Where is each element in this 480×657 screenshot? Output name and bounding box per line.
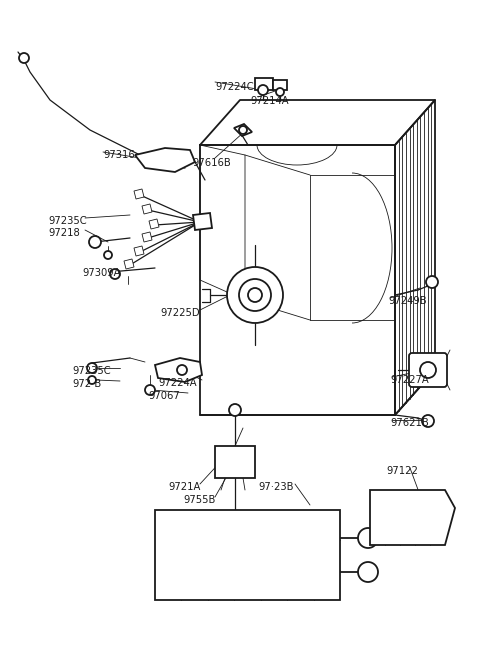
Bar (215, 446, 255, 478)
Polygon shape (124, 259, 134, 269)
Circle shape (89, 236, 101, 248)
Circle shape (104, 251, 112, 259)
Polygon shape (370, 490, 455, 545)
Text: 97316: 97316 (103, 150, 135, 160)
Polygon shape (142, 204, 152, 214)
Text: 97122: 97122 (386, 466, 418, 476)
Text: 97235C: 97235C (48, 216, 86, 226)
Circle shape (358, 528, 378, 548)
Circle shape (227, 267, 283, 323)
Text: 97616B: 97616B (192, 158, 231, 168)
Text: 97214A: 97214A (250, 96, 288, 106)
Text: 97218: 97218 (48, 228, 80, 238)
Bar (273, 80, 287, 90)
Circle shape (88, 376, 96, 384)
Bar (255, 78, 273, 90)
Circle shape (276, 88, 284, 96)
Polygon shape (155, 358, 202, 382)
Circle shape (258, 85, 268, 95)
Text: 97·23B: 97·23B (258, 482, 293, 492)
Bar (155, 510, 340, 600)
Text: 972·B: 972·B (72, 379, 101, 389)
Text: 97227A: 97227A (390, 375, 429, 385)
Text: 97067: 97067 (148, 391, 180, 401)
Polygon shape (134, 246, 144, 256)
Circle shape (422, 415, 434, 427)
Polygon shape (193, 213, 212, 230)
Polygon shape (149, 219, 159, 229)
Text: 97235C: 97235C (72, 366, 110, 376)
Polygon shape (135, 148, 195, 172)
FancyBboxPatch shape (409, 353, 447, 387)
Text: 97224C: 97224C (215, 82, 253, 92)
Text: 9755B: 9755B (183, 495, 216, 505)
Circle shape (110, 269, 120, 279)
Text: 97249B: 97249B (388, 296, 427, 306)
Text: 97225D: 97225D (160, 308, 200, 318)
Circle shape (239, 279, 271, 311)
Circle shape (248, 288, 262, 302)
Text: 97309A: 97309A (82, 268, 120, 278)
Circle shape (19, 53, 29, 63)
Circle shape (239, 126, 247, 134)
Circle shape (358, 562, 378, 582)
Circle shape (426, 276, 438, 288)
Circle shape (87, 363, 97, 373)
Text: 9721A: 9721A (168, 482, 200, 492)
Polygon shape (142, 232, 152, 242)
Polygon shape (234, 124, 252, 136)
Polygon shape (134, 189, 144, 199)
Circle shape (420, 362, 436, 378)
Circle shape (145, 385, 155, 395)
Text: 97224A: 97224A (158, 378, 197, 388)
Circle shape (229, 404, 241, 416)
Circle shape (177, 365, 187, 375)
Text: 97621B: 97621B (390, 418, 429, 428)
